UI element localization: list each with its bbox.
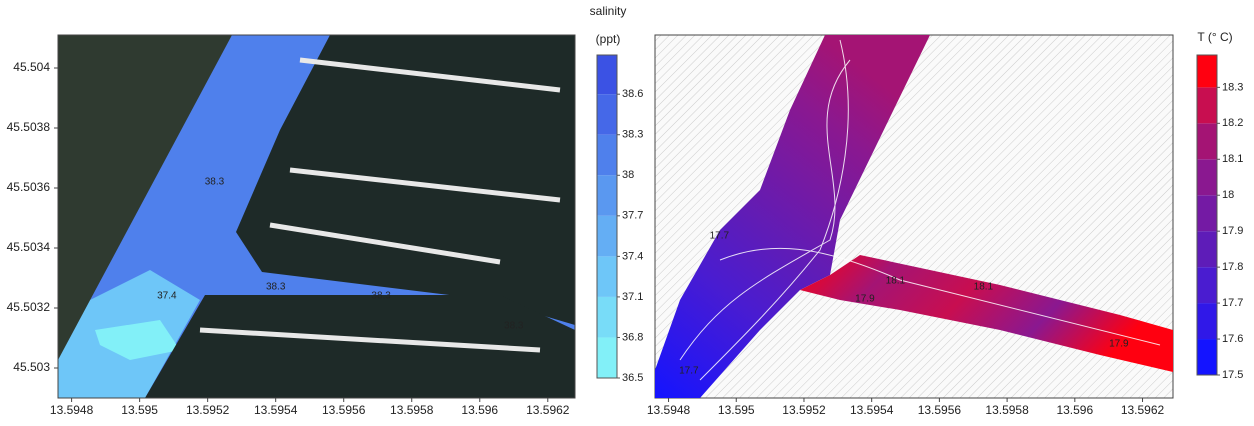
colorbar-title: salinity [590, 4, 627, 18]
temperature-map [654, 34, 1174, 399]
y-tick-label: 45.503 [13, 360, 50, 374]
x-tick-label: 13.5948 [647, 403, 691, 417]
x-tick-label: 13.595 [121, 403, 158, 417]
x-tick-label: 13.5956 [918, 403, 962, 417]
x-tick-label: 13.5948 [50, 403, 94, 417]
colorbar-band [1197, 87, 1217, 124]
colorbar-band [597, 175, 617, 216]
colorbar-frame [596, 54, 618, 379]
temperature-field [655, 35, 930, 398]
y-tick-label: 45.5038 [7, 120, 51, 134]
contour-label: 37.4 [157, 291, 177, 302]
colorbar-tick-label: 17.8 [1222, 261, 1243, 273]
x-tick-label: 13.596 [461, 403, 498, 417]
colorbar-tick-label: 37.1 [622, 291, 643, 303]
contour-label: 17.7 [710, 231, 730, 242]
y-tick-label: 45.5034 [7, 240, 51, 254]
colorbar-tick-label: 18 [1222, 189, 1234, 201]
track-lines [679, 39, 1161, 381]
contour-label: 38.3 [504, 321, 524, 332]
contour-label: 38.3 [205, 177, 225, 188]
x-tick-label: 13.5954 [850, 403, 894, 417]
colorbar-unit: (ppt) [596, 32, 621, 46]
x-tick-label: 13.5952 [782, 403, 826, 417]
colorbar-tick-label: 17.7 [1222, 297, 1243, 309]
colorbar-title: T (° C) [1197, 30, 1232, 44]
x-tick-label: 13.5962 [526, 403, 570, 417]
y-tick-label: 45.5036 [7, 180, 51, 194]
colorbar-tick-label: 38 [622, 169, 634, 181]
contour-label: 17.7 [679, 366, 699, 377]
colorbar-band [597, 94, 617, 135]
temperature-field [800, 255, 1173, 372]
colorbar-band [597, 55, 617, 95]
pier [145, 295, 575, 398]
colorbar-band [1197, 267, 1217, 304]
colorbar-band [1197, 231, 1217, 268]
colorbar-tick-label: 38.6 [622, 88, 643, 100]
contour-label: 17.9 [1109, 339, 1129, 350]
colorbar-tick-label: 17.6 [1222, 333, 1243, 345]
colorbar-band [1197, 303, 1217, 340]
x-tick-label: 13.596 [1056, 403, 1093, 417]
boats [199, 57, 561, 353]
contour-label: 17.9 [855, 294, 875, 305]
lowest-salinity-zone [95, 320, 180, 360]
colorbar-tick-label: 18.3 [1222, 81, 1243, 93]
colorbar-tick-label: 38.3 [622, 129, 643, 141]
land [58, 35, 232, 360]
pier [236, 35, 575, 325]
colorbar-tick-label: 37.4 [622, 250, 643, 262]
colorbar-band [597, 296, 617, 338]
colorbar-band [597, 134, 617, 176]
colorbar-tick-label: 18.1 [1222, 153, 1243, 165]
colorbar-band [597, 337, 617, 378]
x-tick-label: 13.5958 [390, 403, 434, 417]
x-tick-label: 13.5958 [985, 403, 1029, 417]
colorbar-tick-label: 17.5 [1222, 369, 1243, 381]
colorbar-tick-label: 37.7 [622, 210, 643, 222]
x-tick-label: 13.5954 [254, 403, 298, 417]
contour-label: 38.3 [371, 291, 391, 302]
contour-label: 18.1 [886, 276, 906, 287]
colorbar-band [597, 215, 617, 257]
plot-frame [57, 34, 576, 399]
colorbar-band [1197, 123, 1217, 160]
colorbar-tick-label: 18.2 [1222, 117, 1243, 129]
x-tick-label: 13.5952 [186, 403, 230, 417]
x-tick-label: 13.595 [718, 403, 755, 417]
contour-label: 38.3 [266, 282, 286, 293]
y-tick-label: 45.504 [13, 60, 50, 74]
x-tick-label: 13.5956 [322, 403, 366, 417]
colorbar-frame [1196, 54, 1218, 376]
x-tick-label: 13.5962 [1121, 403, 1165, 417]
colorbar-band [1197, 339, 1217, 375]
colorbar-band [1197, 195, 1217, 232]
colorbar-tick-label: 36.8 [622, 331, 643, 343]
colorbar-band [597, 256, 617, 297]
colorbar-tick-label: 17.9 [1222, 225, 1243, 237]
y-tick-label: 45.5032 [7, 300, 51, 314]
contour-label: 18.1 [974, 282, 994, 293]
colorbar-tick-label: 36.5 [622, 372, 643, 384]
colorbar-band [1197, 55, 1217, 88]
salinity-map [57, 34, 576, 399]
colorbar-band [1197, 159, 1217, 196]
